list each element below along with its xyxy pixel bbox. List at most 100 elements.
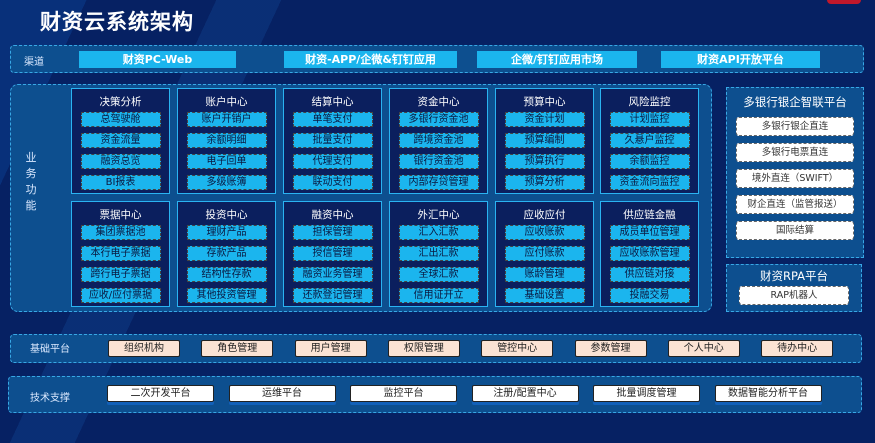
base-platform-button[interactable]: 用户管理 [294,340,367,357]
module-item[interactable]: 多银行资金池 [398,112,479,127]
module-item[interactable]: 预算执行 [504,154,585,169]
base-platform-button[interactable]: 参数管理 [574,340,647,357]
module-card: 风险监控计划监控久悬户监控余额监控资金流向监控 [600,88,699,194]
module-item[interactable]: 结构性存款 [186,267,267,282]
module-item[interactable]: 应收账款管理 [609,246,690,261]
module-card: 应收应付应收账款应付账款账龄管理基础设置 [495,201,594,307]
base-platform-button[interactable]: 待办中心 [761,340,834,357]
bank-platform-item[interactable]: 国际结算 [736,221,854,240]
module-card: 外汇中心汇入汇款汇出汇款全球汇款信用证开立 [389,201,488,307]
module-item[interactable]: 应收/应付票据 [80,288,161,303]
module-item[interactable]: 余额明细 [186,133,267,148]
module-item[interactable]: 跨境资金池 [398,133,479,148]
module-item[interactable]: 预算编制 [504,133,585,148]
base-platform-button[interactable]: 组织机构 [108,340,180,357]
rpa-platform-title: 财资RPA平台 [759,269,829,283]
module-card: 预算中心资金计划预算编制预算执行预算分析 [495,88,594,194]
base-platform-button[interactable]: 角色管理 [201,340,274,357]
module-item[interactable]: 理财产品 [186,225,267,240]
module-item[interactable]: 多级账簿 [186,175,267,190]
module-title: 结算中心 [311,96,354,108]
module-title: 账户中心 [205,96,248,108]
bank-platform-item[interactable]: 境外直连（SWIFT） [736,169,854,188]
module-item[interactable]: 本行电子票据 [80,246,161,261]
module-title: 外汇中心 [417,209,460,221]
module-item[interactable]: 批量支付 [292,133,373,148]
module-item[interactable]: 跨行电子票据 [80,267,161,282]
bank-platform-item[interactable]: 财企直连（监管报送） [736,195,854,214]
module-item[interactable]: 预算分析 [504,175,585,190]
module-item[interactable]: 担保管理 [292,225,373,240]
brand-logo [827,0,861,4]
base-platform-button[interactable]: 管控中心 [481,340,554,357]
bank-platform-item[interactable]: 多银行银企直连 [736,117,854,136]
bank-platform-item[interactable]: 多银行电票直连 [736,143,854,162]
module-card: 资金中心多银行资金池 跨境资金池银行资金池内部存贷管理 [389,88,488,194]
module-item[interactable]: 供应链对接 [609,267,690,282]
module-item[interactable]: 电子回单 [186,154,267,169]
channel-pc-web[interactable]: 财资PC-Web [79,51,236,68]
module-item[interactable]: 账户开销户 [186,112,267,127]
module-item[interactable]: 授信管理 [292,246,373,261]
module-title: 预算中心 [523,96,566,108]
channel-api-platform[interactable]: 财资API开放平台 [661,51,820,68]
tech-support-button[interactable]: 数据智能分析平台 [714,385,822,402]
module-title: 风险监控 [628,96,671,108]
channel-app-market[interactable]: 企微/钉钉应用市场 [477,51,637,68]
module-title: 决策分析 [99,96,142,108]
module-card: 决策分析总驾驶舱资金流量融资总览 BI报表 [71,88,170,194]
module-item[interactable]: 资金流量 [80,133,161,148]
tech-support-button[interactable]: 批量调度管理 [593,385,700,402]
module-item[interactable]: 应付账款 [504,246,585,261]
module-title: 资金中心 [417,96,460,108]
module-card: 供应链金融 成员单位管理 应收账款管理 供应链对接 投融交易 [600,201,699,307]
module-item[interactable]: 汇出汇款 [398,246,479,261]
module-item[interactable]: 还款登记管理 [292,288,373,303]
module-item[interactable]: 久悬户监控 [609,133,690,148]
tech-support-button[interactable]: 注册/配置中心 [471,385,579,402]
module-item[interactable]: 存款产品 [186,246,267,261]
module-title: 融资中心 [311,209,354,221]
module-title: 票据中心 [99,209,142,221]
module-item[interactable]: 应收账款 [504,225,585,240]
business-label: 业务功能 [25,151,37,212]
channel-app[interactable]: 财资-APP/企微&钉钉应用 [284,51,457,68]
module-item[interactable]: 计划监控 [609,112,690,127]
module-item[interactable]: 资金计划 [504,112,585,127]
module-item[interactable]: 基础设置 [504,288,585,303]
module-item[interactable]: 余额监控 [609,154,690,169]
module-item[interactable]: 投融交易 [609,288,690,303]
module-card: 结算中心单笔支付批量支付代理支付联动支付 [283,88,382,194]
base-platform-label: 基础平台 [30,344,70,355]
tech-support-button[interactable]: 监控平台 [350,385,457,402]
module-card: 投资中心 理财产品 存款产品 结构性存款 其他投资管理 [177,201,276,307]
module-card: 融资中心担保管理授信管理融资业务管理 还款登记管理 [283,201,382,307]
module-item[interactable]: 总驾驶舱 [80,112,161,127]
module-item[interactable]: 联动支付 [292,175,373,190]
module-item[interactable]: BI报表 [80,175,161,190]
rpa-platform-panel: 财资RPA平台 RAP机器人 [726,264,862,312]
module-item[interactable]: 融资总览 [80,154,161,169]
tech-support-label: 技术支撑 [30,393,70,404]
module-item[interactable]: 全球汇款 [398,267,479,282]
module-item[interactable]: 单笔支付 [292,112,373,127]
module-item[interactable]: 账龄管理 [504,267,585,282]
module-item[interactable]: 代理支付 [292,154,373,169]
module-item[interactable]: 其他投资管理 [186,288,267,303]
module-item[interactable]: 集团票据池 [80,225,161,240]
tech-support-button[interactable]: 二次开发平台 [107,385,214,402]
bank-platform-panel: 多银行银企智联平台 多银行银企直连 多银行电票直连 境外直连（SWIFT） 财企… [726,87,864,258]
module-item[interactable]: 汇入汇款 [398,225,479,240]
module-item[interactable]: 信用证开立 [398,288,479,303]
module-title: 应收应付 [523,209,566,221]
module-item[interactable]: 资金流向监控 [609,175,690,190]
rpa-robot-item[interactable]: RAP机器人 [739,286,849,305]
channel-label: 渠道 [24,57,44,68]
module-item[interactable]: 融资业务管理 [292,267,373,282]
base-platform-button[interactable]: 权限管理 [387,340,460,357]
base-platform-button[interactable]: 个人中心 [667,340,740,357]
module-item[interactable]: 银行资金池 [398,154,479,169]
module-item[interactable]: 成员单位管理 [609,225,690,240]
tech-support-button[interactable]: 运维平台 [228,385,336,402]
module-item[interactable]: 内部存贷管理 [398,175,479,190]
